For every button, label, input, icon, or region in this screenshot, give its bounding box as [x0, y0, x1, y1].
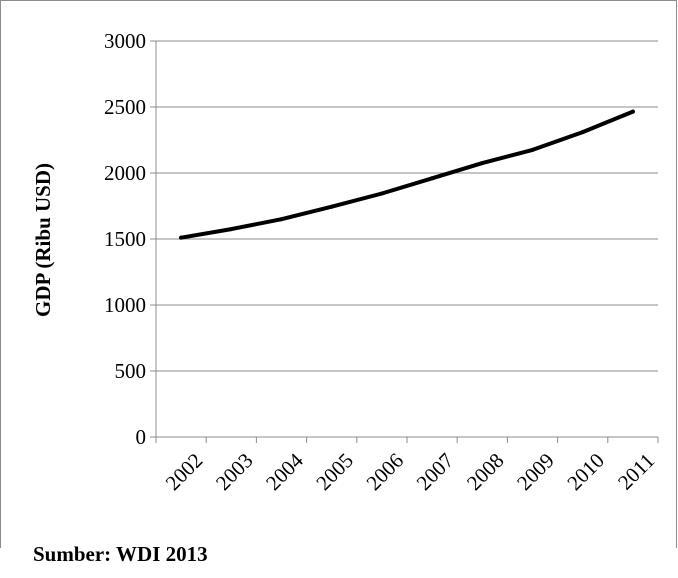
x-tick-label: 2004	[261, 448, 308, 495]
data-point	[630, 109, 635, 114]
y-tick-label: 2500	[104, 95, 146, 119]
x-tick-label: 2007	[412, 448, 459, 495]
y-tick-label: 500	[115, 359, 147, 383]
x-tick-label: 2011	[613, 448, 659, 494]
data-point	[530, 147, 535, 152]
source-note: Sumber: WDI 2013	[33, 542, 208, 566]
data-point	[229, 227, 234, 232]
y-tick-label: 0	[136, 425, 147, 449]
x-tick-label: 2008	[462, 448, 509, 495]
data-point	[379, 191, 384, 196]
y-tick-label: 2000	[104, 161, 146, 185]
x-axis-ticks: 2002 2003 2004 2005 2006 2007 2008 2009 2010 2011	[155, 437, 659, 495]
data-point	[179, 235, 184, 240]
y-tick-label: 3000	[104, 29, 146, 53]
data-point	[480, 161, 485, 166]
series-layer	[179, 109, 635, 240]
y-axis-ticks: 0 500 1000 1500 2000 2500 3000	[104, 29, 156, 449]
x-tick-label: 2006	[362, 448, 409, 495]
y-axis-label: GDP (Ribu USD)	[31, 163, 55, 317]
series-line	[179, 109, 635, 240]
x-tick-label: 2010	[562, 448, 609, 495]
x-tick-label: 2005	[311, 448, 358, 495]
x-tick-label: 2009	[512, 448, 559, 495]
x-tick-label: 2003	[211, 448, 258, 495]
x-tick-label: 2002	[161, 448, 208, 495]
data-point	[329, 204, 334, 209]
data-point	[580, 130, 585, 135]
y-tick-label: 1500	[104, 227, 146, 251]
gridlines	[156, 40, 658, 372]
chart-frame	[0, 0, 677, 548]
data-point	[430, 176, 435, 181]
y-tick-label: 1000	[104, 293, 146, 317]
data-point	[279, 217, 284, 222]
